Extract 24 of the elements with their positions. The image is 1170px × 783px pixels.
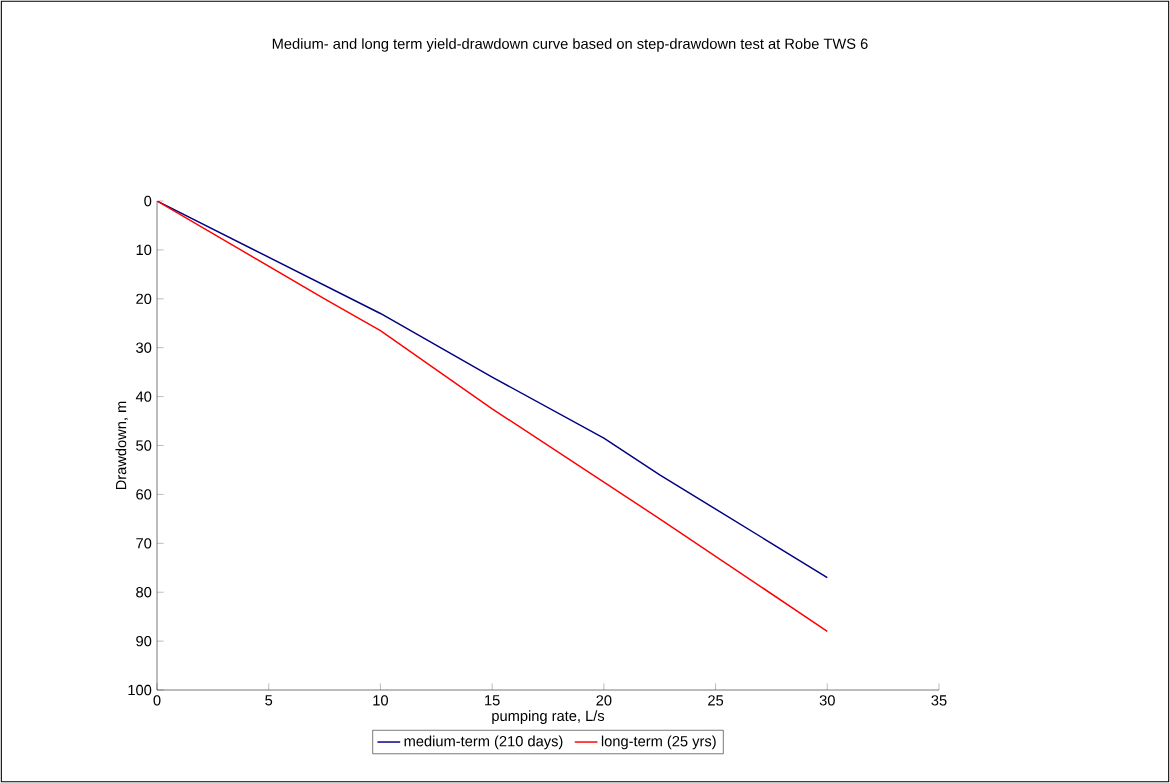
x-tick-label: 30 [819, 695, 835, 706]
legend-label: long-term (25 yrs) [601, 735, 716, 750]
x-tick-label: 35 [931, 695, 947, 706]
x-tick-label: 15 [485, 695, 500, 706]
legend-label: medium-term (210 days) [404, 735, 563, 750]
y-tick-label: 90 [136, 635, 152, 647]
x-tick-label: 25 [708, 695, 724, 706]
x-tick-label: 10 [373, 695, 388, 706]
y-tick-label: 40 [135, 391, 152, 402]
y-tick-label: 80 [136, 587, 152, 598]
x-tick-label: 20 [596, 695, 612, 706]
y-tick-label: 0 [144, 195, 152, 207]
y-tick-label: 20 [136, 293, 152, 304]
y-axis-title: Drawdown, m [115, 401, 129, 490]
x-tick-label: 0 [153, 695, 161, 706]
x-tick-label: 5 [265, 695, 273, 706]
y-tick-label: 70 [136, 538, 152, 549]
y-tick-label: 50 [136, 440, 152, 451]
y-tick-label: 10 [136, 244, 152, 256]
y-tick-label: 30 [136, 342, 152, 353]
y-tick-label: 60 [136, 489, 152, 500]
chart-title: Medium- and long term yield-drawdown curve based on step-drawdown test at Robe TWS 6 [272, 38, 868, 52]
y-tick-label: 100 [128, 684, 152, 696]
x-axis-title: pumping rate, L/s [492, 710, 605, 724]
